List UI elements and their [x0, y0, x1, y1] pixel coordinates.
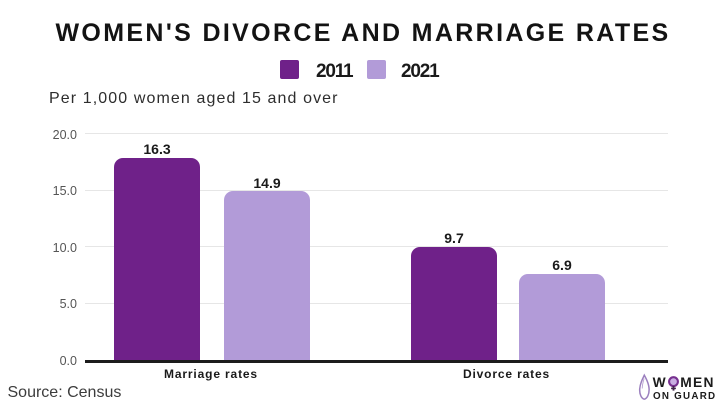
- svg-text:MEN: MEN: [680, 375, 715, 390]
- svg-text:ON GUARD: ON GUARD: [653, 391, 716, 402]
- svg-text:W: W: [653, 375, 667, 390]
